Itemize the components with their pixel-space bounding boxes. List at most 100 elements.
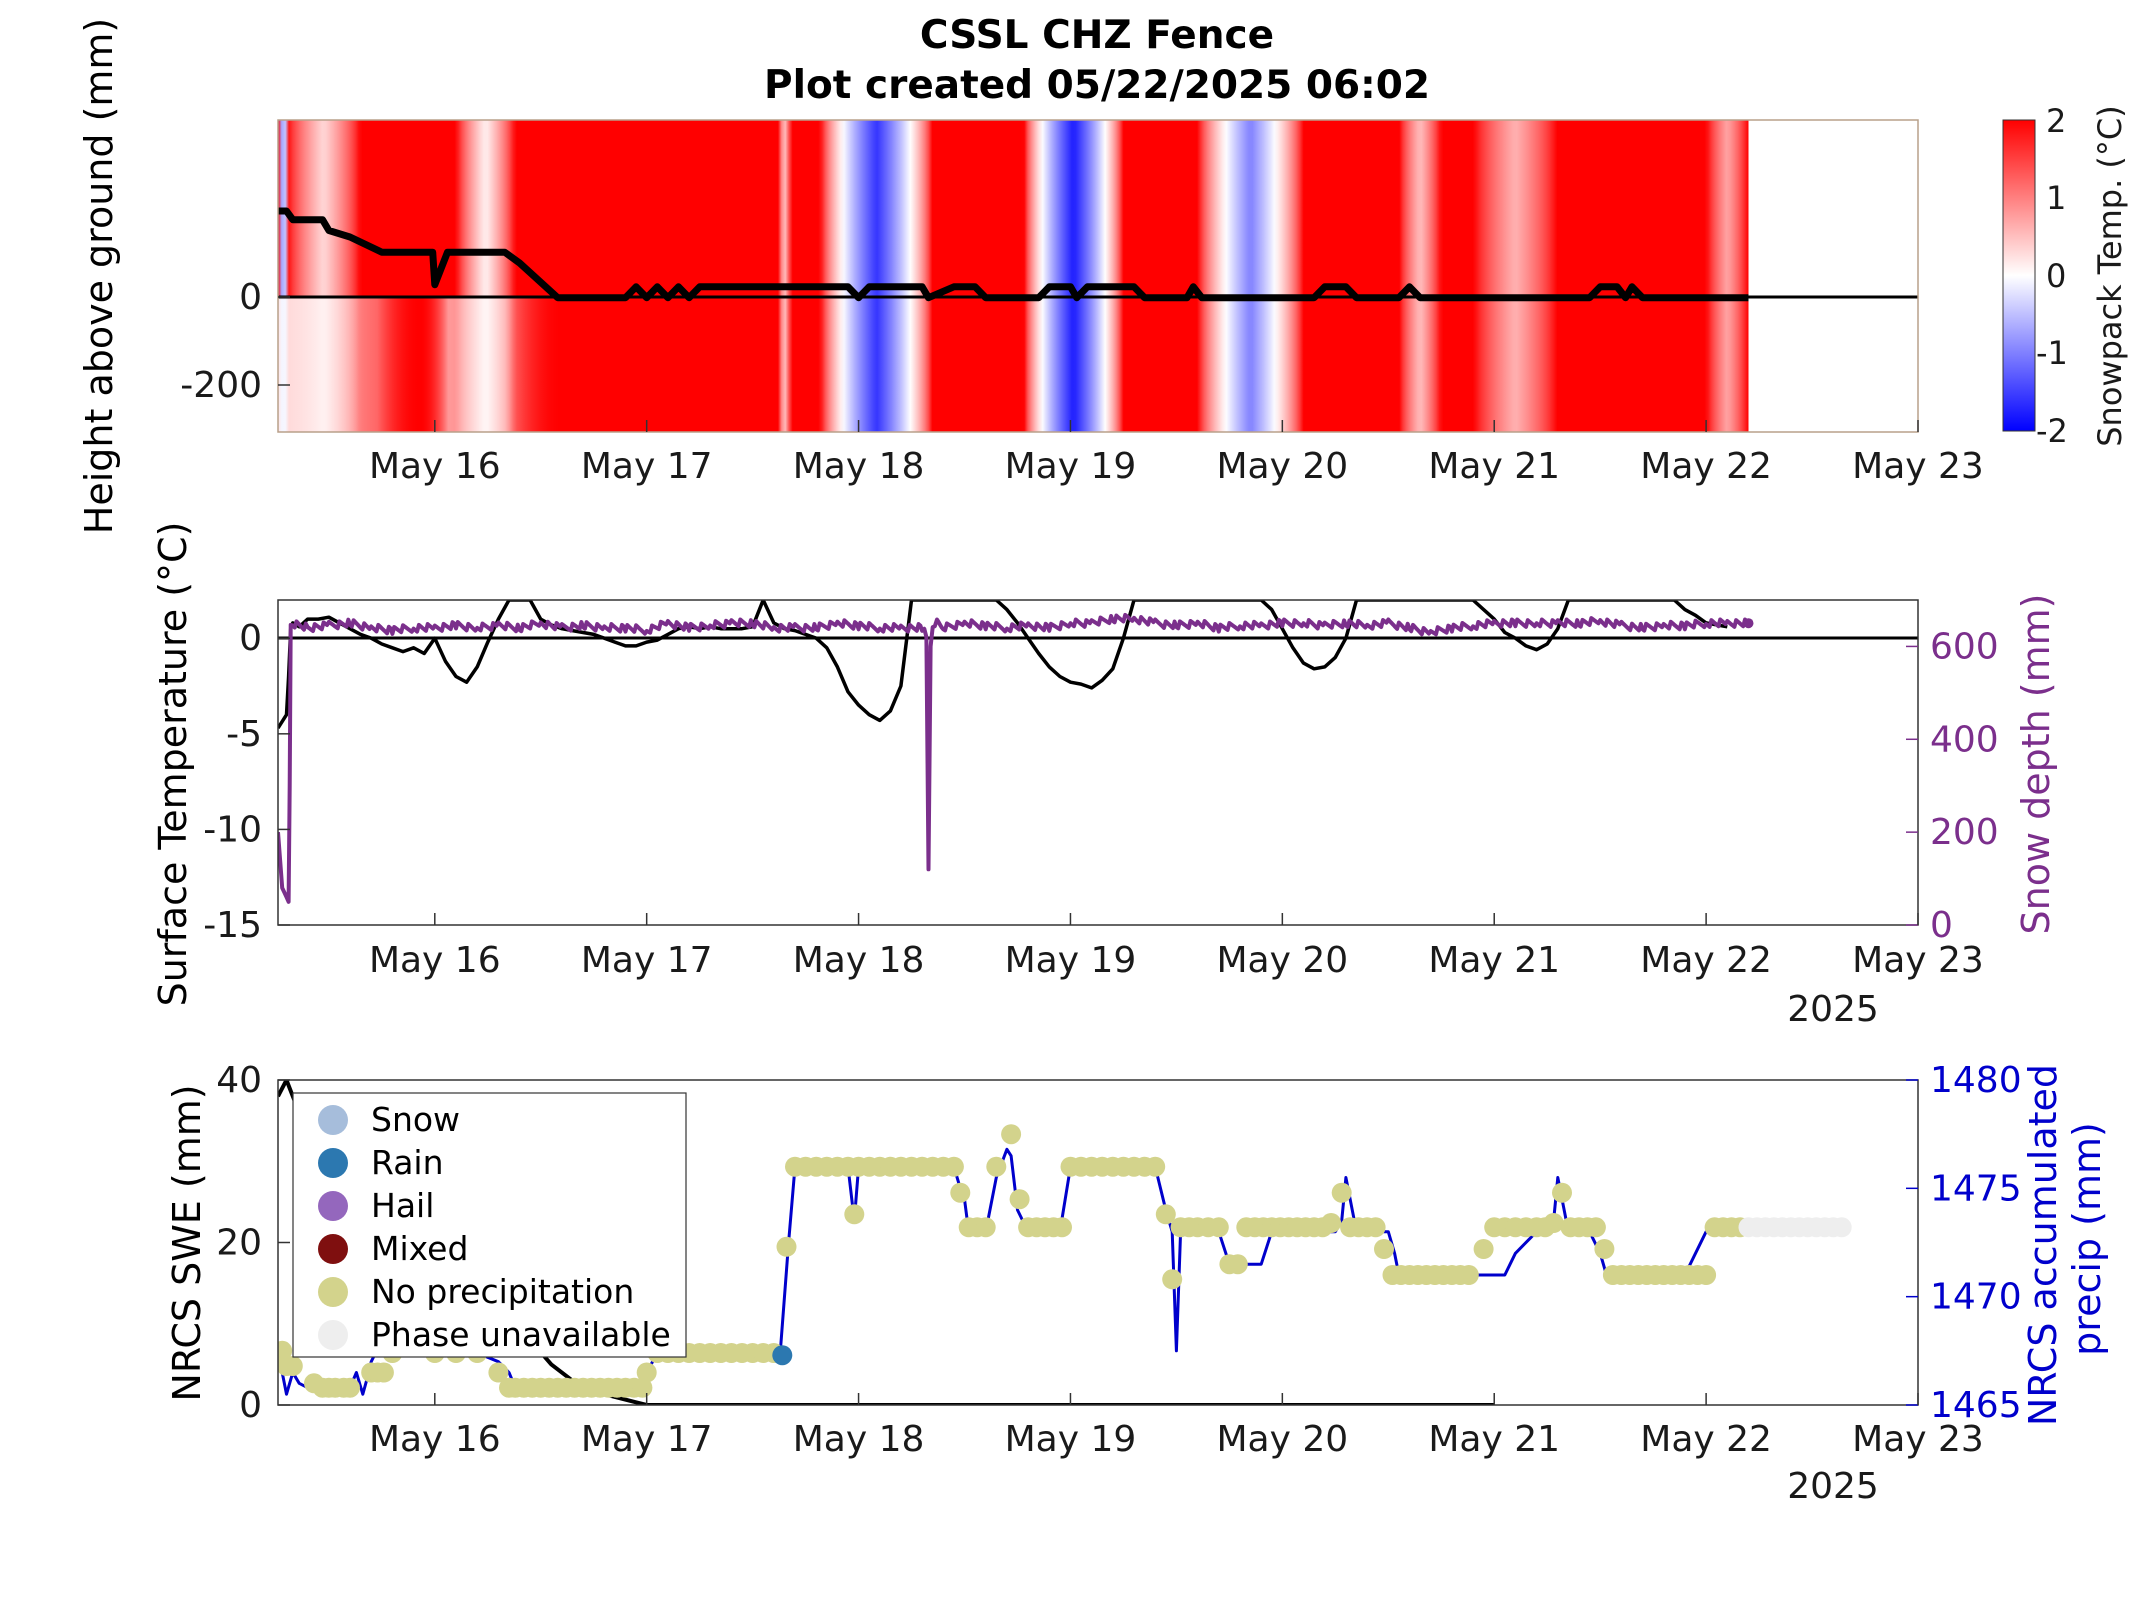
no-precipitation-point [1010,1189,1030,1209]
x-tick-label: May 21 [1428,446,1560,487]
legend-marker [318,1277,348,1307]
legend-label: Phase unavailable [371,1315,671,1354]
no-precipitation-point [1696,1265,1716,1285]
panel2-axes-box [278,600,1918,925]
x-tick-label: May 19 [1005,940,1137,981]
no-precipitation-point [1544,1213,1564,1233]
y2-axis-label: NRCS accumulated precip (mm) [2021,1052,2109,1426]
colorbar-label: Snowpack Temp. (°C) [2091,105,2129,447]
legend-label: Hail [371,1186,434,1225]
x-tick-label: May 22 [1640,1419,1772,1460]
no-precipitation-point [1052,1217,1072,1237]
colorbar-tick: 1 [2046,179,2066,217]
x-tick-label: May 23 [1852,1419,1984,1460]
y-axis-label: Surface Temperature (°C) [151,522,195,1007]
y-tick-label: -5 [226,714,262,755]
x-tick-label: May 21 [1428,1419,1560,1460]
x-tick-label: May 23 [1852,940,1984,981]
legend-label: Rain [371,1143,444,1182]
legend: Snow Rain Hail Mixed No precipitation Phase u… [293,1093,686,1357]
legend-marker [318,1234,348,1264]
colorbar-ticks: 2 1 0 -1 -2 [2036,102,2068,450]
colorbar-tick: -1 [2036,334,2068,372]
no-precipitation-point [1001,1124,1021,1144]
chart-subtitle: Plot created 05/22/2025 06:02 [764,63,1430,108]
y-axis-label: NRCS SWE (mm) [165,1084,209,1401]
heatmap-cold-bands [278,298,562,432]
x-tick-label: May 17 [581,446,713,487]
no-precipitation-point [1321,1213,1341,1233]
x-tick-label: May 20 [1216,446,1348,487]
legend-label: Snow [371,1100,460,1139]
y-tick-label: -200 [180,365,262,406]
no-precipitation-point [1145,1157,1165,1177]
y-tick-label: 40 [216,1060,262,1101]
x-tick-labels-panel2: May 16 May 17 May 18 May 19 May 20 May 21 May … [369,913,1984,981]
phase-unavailable-point [1832,1217,1852,1237]
no-precipitation-point [1162,1269,1182,1289]
legend-marker [318,1320,348,1350]
no-precipitation-point [1594,1239,1614,1259]
no-precipitation-point [986,1157,1006,1177]
x-tick-label: May 16 [369,446,501,487]
no-precipitation-point [1332,1183,1352,1203]
phase-unavailable-points [1739,1217,1852,1237]
no-precipitation-point [944,1157,964,1177]
no-precipitation-point [777,1237,797,1257]
y2-axis-label-line2: precip (mm) [2065,1122,2109,1356]
year-label: 2025 [1787,989,1879,1030]
x-tick-label: May 18 [793,940,925,981]
y2-tick-label: 400 [1930,719,1999,760]
y-axis-label: Height above ground (mm) [77,18,121,535]
no-precipitation-point [283,1356,303,1376]
x-tick-label: May 20 [1216,940,1348,981]
y-tick-label: 0 [239,277,262,318]
x-tick-label: May 22 [1640,446,1772,487]
x-tick-label: May 19 [1005,1419,1137,1460]
colorbar-tick: 0 [2046,257,2066,295]
y2-ticks-panel2: 600 400 200 0 [1906,626,1999,946]
no-precipitation-point [340,1378,360,1398]
legend-label: Mixed [371,1229,468,1268]
no-precipitation-point [374,1363,394,1383]
snow-depth-line [278,615,1749,902]
colorbar-tick: -2 [2036,412,2068,450]
y-tick-label: 0 [239,618,262,659]
y-ticks-panel2: 0-5-10-15 [203,618,290,946]
no-precipitation-point [1474,1239,1494,1259]
legend-marker [318,1148,348,1178]
snow-depth-endpoint [1743,618,1753,628]
colorbar-tick: 2 [2046,102,2066,140]
y2-tick-label: 1470 [1930,1277,2022,1318]
x-tick-label: May 17 [581,1419,713,1460]
rain-points [772,1345,792,1365]
no-precipitation-point [1552,1183,1572,1203]
x-tick-label: May 17 [581,940,713,981]
y2-tick-label: 1480 [1930,1060,2022,1101]
x-tick-label: May 19 [1005,446,1137,487]
x-tick-label: May 20 [1216,1419,1348,1460]
legend-marker [318,1191,348,1221]
x-tick-label: May 23 [1852,446,1984,487]
y2-axis-label: Snow depth (mm) [2014,594,2058,935]
surface-temperature-line [278,600,1727,728]
x-tick-label: May 16 [369,1419,501,1460]
no-precipitation-point [950,1183,970,1203]
x-tick-label: May 16 [369,940,501,981]
y-tick-label: 20 [216,1223,262,1264]
y-tick-label: 0 [239,1385,262,1426]
y2-tick-label: 600 [1930,626,1999,667]
no-precipitation-point [637,1363,657,1383]
colorbar [2003,120,2035,431]
y2-tick-label: 200 [1930,812,1999,853]
no-precipitation-point [1586,1217,1606,1237]
no-precipitation-point [1209,1217,1229,1237]
no-precipitation-point [1459,1265,1479,1285]
x-tick-label: May 21 [1428,940,1560,981]
legend-label: No precipitation [371,1272,634,1311]
x-tick-label: May 18 [793,446,925,487]
no-precipitation-point [1366,1217,1386,1237]
